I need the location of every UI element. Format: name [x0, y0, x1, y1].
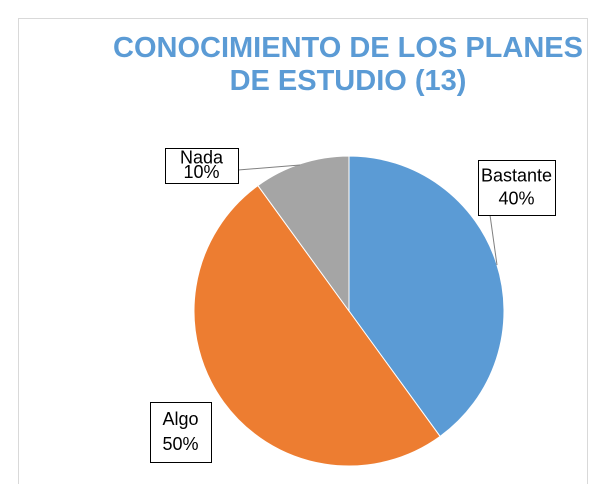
- value-label: 10%: [183, 162, 219, 182]
- value-label: 40%: [498, 188, 534, 208]
- label-box: [150, 402, 212, 463]
- pie-slice: [193, 184, 441, 467]
- leader-line: [237, 164, 301, 171]
- category-label: Bastante: [481, 165, 552, 185]
- category-label: Algo: [162, 409, 198, 429]
- label-box: [165, 148, 239, 184]
- chart-title: CONOCIMIENTO DE LOS PLANES DE ESTUDIO (1…: [113, 32, 583, 97]
- pie-slice: [257, 155, 350, 313]
- label-box: [478, 160, 556, 216]
- category-label: Nada: [180, 147, 224, 167]
- leader-line: [489, 214, 498, 266]
- value-label: 50%: [162, 434, 198, 454]
